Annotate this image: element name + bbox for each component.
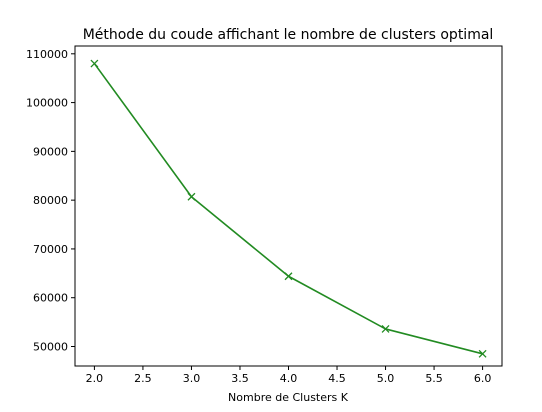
axes-frame (74, 45, 503, 367)
y-tick-label: 100000 (26, 97, 68, 110)
x-axis-label: Nombre de Clusters K (228, 391, 349, 404)
plot-area: 2.0 2.5 3.0 3.5 4.0 4.5 5.0 5.5 6.0 50000 60000 700… (26, 45, 503, 385)
data-point-marker (187, 192, 196, 201)
y-tick-label: 50000 (33, 340, 68, 353)
y-tick-label: 110000 (26, 48, 68, 61)
x-tick-label: 5.0 (377, 372, 395, 385)
x-tick-label: 6.0 (474, 372, 492, 385)
y-tick-label: 90000 (33, 145, 68, 158)
y-tick-label: 80000 (33, 194, 68, 207)
data-point-marker (284, 272, 293, 281)
chart-title: Méthode du coude affichant le nombre de … (83, 27, 494, 43)
x-tick-label: 5.5 (425, 372, 443, 385)
x-tick-label: 2.5 (134, 372, 152, 385)
y-tick-label: 70000 (33, 243, 68, 256)
data-point-marker (478, 349, 487, 358)
x-tick-label: 3.0 (183, 372, 201, 385)
data-point-marker (90, 59, 99, 68)
x-tick-label: 4.5 (328, 372, 346, 385)
series-line (93, 63, 483, 355)
x-tick-label: 3.5 (231, 372, 249, 385)
x-tick-label: 4.0 (280, 372, 298, 385)
y-tick-label: 60000 (33, 292, 68, 305)
x-tick-label: 2.0 (86, 372, 104, 385)
data-point-marker (381, 324, 390, 333)
